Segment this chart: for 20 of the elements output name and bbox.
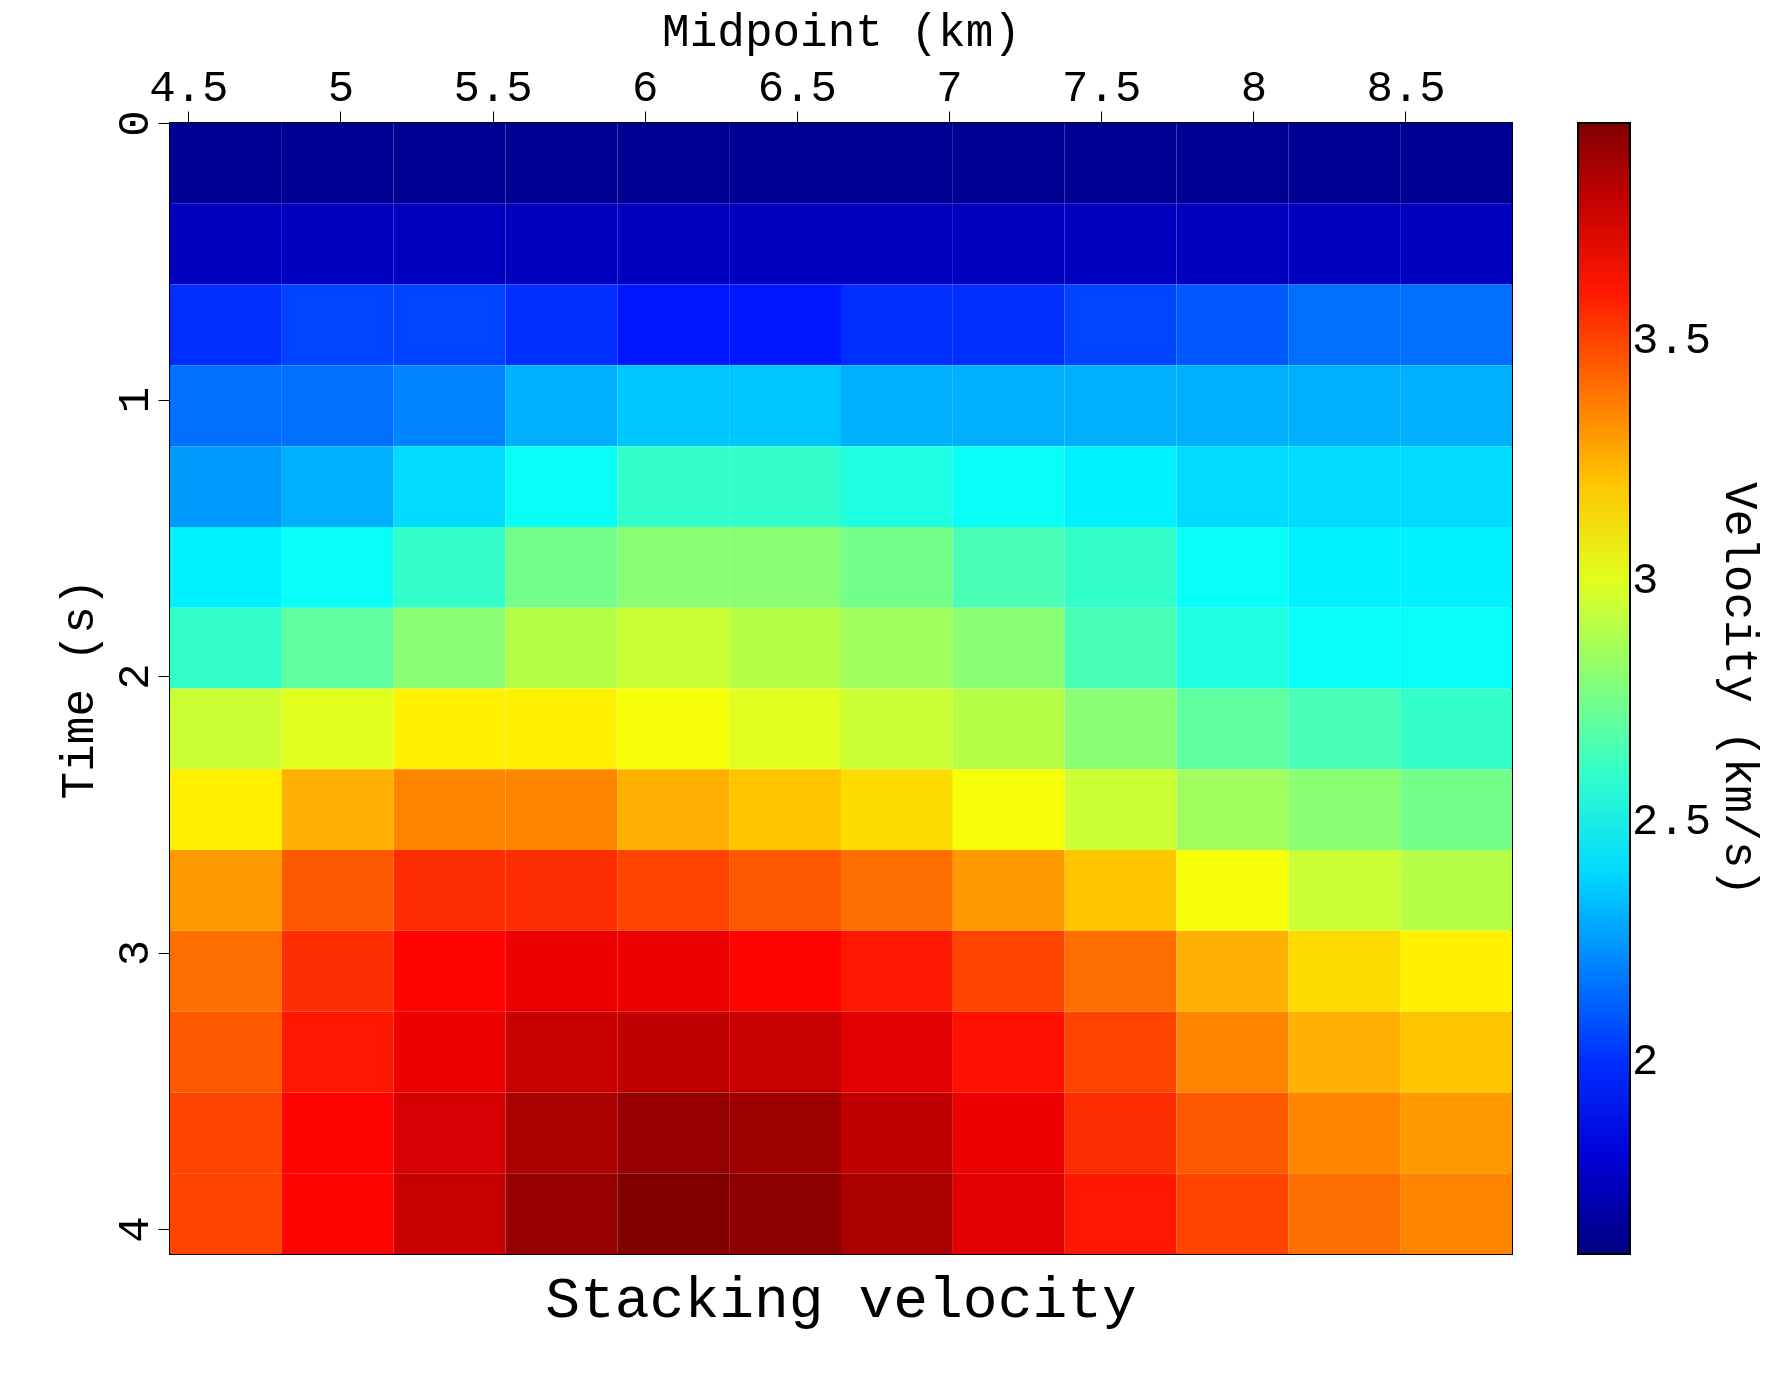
x-tick-label: 8.5: [1366, 63, 1446, 114]
x-tick-label: 5: [327, 63, 355, 114]
text: Stacking velocity: [545, 1269, 1137, 1334]
x-tick-label: 7: [936, 63, 963, 114]
x-axis-title: Midpoint (km): [662, 7, 1021, 60]
y-axis-title: Time (s): [54, 578, 107, 800]
color-bar-label: 2.5: [1632, 796, 1712, 847]
x-tick-label: 8: [1240, 63, 1268, 114]
color-bar-title: Velocity (km/s): [1712, 481, 1764, 897]
x-tick-label: 7.5: [1062, 63, 1142, 114]
x-tick-label: 5.5: [453, 63, 533, 114]
y-tick-label: 3: [110, 939, 161, 967]
y-tick-label: 2: [110, 663, 161, 690]
x-tick-label: 6.5: [757, 63, 837, 114]
color-bar-label: 3: [1632, 556, 1659, 607]
color-bar-label: 3.5: [1632, 315, 1712, 366]
y-tick-label: 1: [110, 386, 161, 414]
color-bar-label: 2: [1632, 1037, 1659, 1088]
y-tick-label: 4: [110, 1216, 161, 1243]
x-tick-label: 6: [632, 63, 659, 114]
